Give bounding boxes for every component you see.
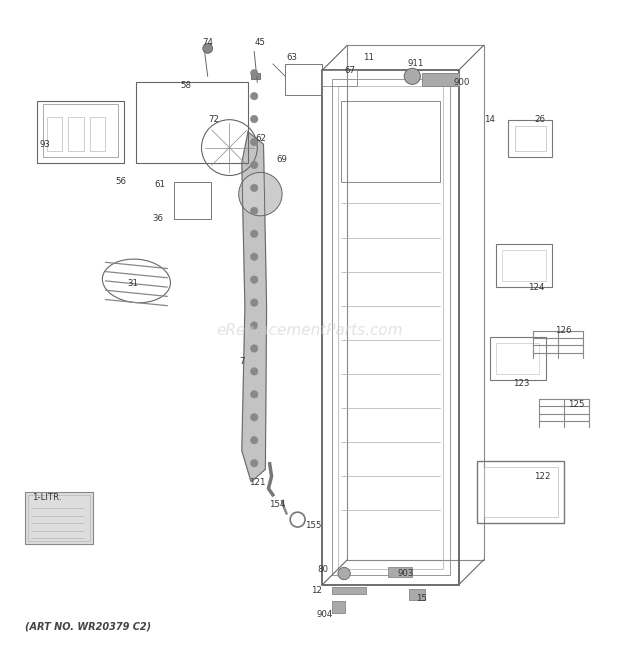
- Text: 61: 61: [154, 180, 166, 189]
- Text: eReplacementParts.com: eReplacementParts.com: [216, 323, 404, 338]
- Text: 69: 69: [277, 155, 288, 165]
- Text: 904: 904: [316, 610, 332, 619]
- Bar: [409, 589, 425, 600]
- Circle shape: [250, 161, 258, 169]
- Circle shape: [250, 207, 258, 215]
- Bar: [422, 73, 459, 86]
- Text: 126: 126: [555, 326, 571, 335]
- Bar: [25, 492, 93, 545]
- Text: 123: 123: [513, 379, 529, 388]
- Bar: [322, 70, 459, 585]
- Bar: [332, 602, 345, 613]
- Bar: [37, 101, 124, 163]
- Bar: [496, 343, 539, 374]
- Text: 62: 62: [255, 134, 266, 143]
- Bar: [502, 250, 546, 281]
- Bar: [341, 101, 440, 182]
- Text: 36: 36: [153, 214, 164, 223]
- Circle shape: [250, 299, 258, 306]
- Circle shape: [250, 414, 258, 421]
- Bar: [43, 104, 118, 157]
- Bar: [496, 244, 552, 287]
- Circle shape: [250, 322, 258, 329]
- Circle shape: [404, 68, 420, 85]
- Bar: [251, 73, 260, 79]
- Bar: [90, 116, 105, 151]
- Bar: [515, 126, 546, 151]
- Text: 121: 121: [249, 478, 265, 487]
- Text: 80: 80: [317, 564, 328, 574]
- Circle shape: [250, 459, 258, 467]
- Bar: [28, 495, 90, 541]
- Circle shape: [250, 184, 258, 192]
- Text: 1-LITR.: 1-LITR.: [32, 493, 61, 502]
- Text: 45: 45: [255, 38, 266, 47]
- Text: 58: 58: [180, 81, 192, 90]
- Text: 122: 122: [534, 472, 551, 481]
- Circle shape: [250, 368, 258, 375]
- Circle shape: [250, 345, 258, 352]
- Text: 911: 911: [407, 59, 423, 68]
- Text: 63: 63: [286, 53, 297, 62]
- Text: 7: 7: [239, 357, 244, 366]
- Text: 93: 93: [39, 140, 50, 149]
- Bar: [508, 120, 552, 157]
- Bar: [322, 70, 356, 86]
- Circle shape: [250, 391, 258, 398]
- Bar: [484, 467, 558, 516]
- Bar: [332, 79, 450, 575]
- Bar: [338, 86, 443, 569]
- Circle shape: [250, 69, 258, 77]
- Text: 14: 14: [484, 115, 495, 124]
- Text: 903: 903: [398, 569, 414, 578]
- Circle shape: [239, 173, 282, 215]
- Text: (ART NO. WR20379 C2): (ART NO. WR20379 C2): [25, 621, 151, 631]
- Circle shape: [250, 93, 258, 100]
- Text: 125: 125: [569, 401, 585, 409]
- Text: 12: 12: [311, 586, 322, 596]
- Circle shape: [250, 436, 258, 444]
- Bar: [68, 116, 84, 151]
- Text: 74: 74: [202, 38, 213, 47]
- Bar: [332, 586, 366, 594]
- Text: 154: 154: [269, 500, 285, 508]
- Circle shape: [250, 230, 258, 237]
- Text: 67: 67: [345, 65, 356, 75]
- Circle shape: [250, 116, 258, 123]
- Bar: [136, 83, 248, 163]
- Circle shape: [250, 276, 258, 284]
- Circle shape: [203, 44, 213, 54]
- Bar: [477, 461, 564, 523]
- Text: 56: 56: [115, 177, 126, 186]
- Circle shape: [250, 253, 258, 260]
- Bar: [388, 567, 412, 576]
- Text: 124: 124: [528, 283, 544, 292]
- Bar: [285, 64, 322, 95]
- Text: 72: 72: [208, 115, 219, 124]
- Circle shape: [250, 138, 258, 145]
- Polygon shape: [242, 132, 267, 482]
- Text: 31: 31: [128, 280, 139, 288]
- Circle shape: [338, 567, 350, 580]
- Text: 900: 900: [454, 78, 470, 87]
- Bar: [46, 116, 62, 151]
- Text: 155: 155: [305, 522, 321, 530]
- Bar: [174, 182, 211, 219]
- Text: 15: 15: [416, 594, 427, 603]
- Bar: [490, 336, 546, 380]
- Text: 26: 26: [534, 115, 545, 124]
- Bar: [347, 46, 484, 560]
- Text: 11: 11: [363, 53, 374, 62]
